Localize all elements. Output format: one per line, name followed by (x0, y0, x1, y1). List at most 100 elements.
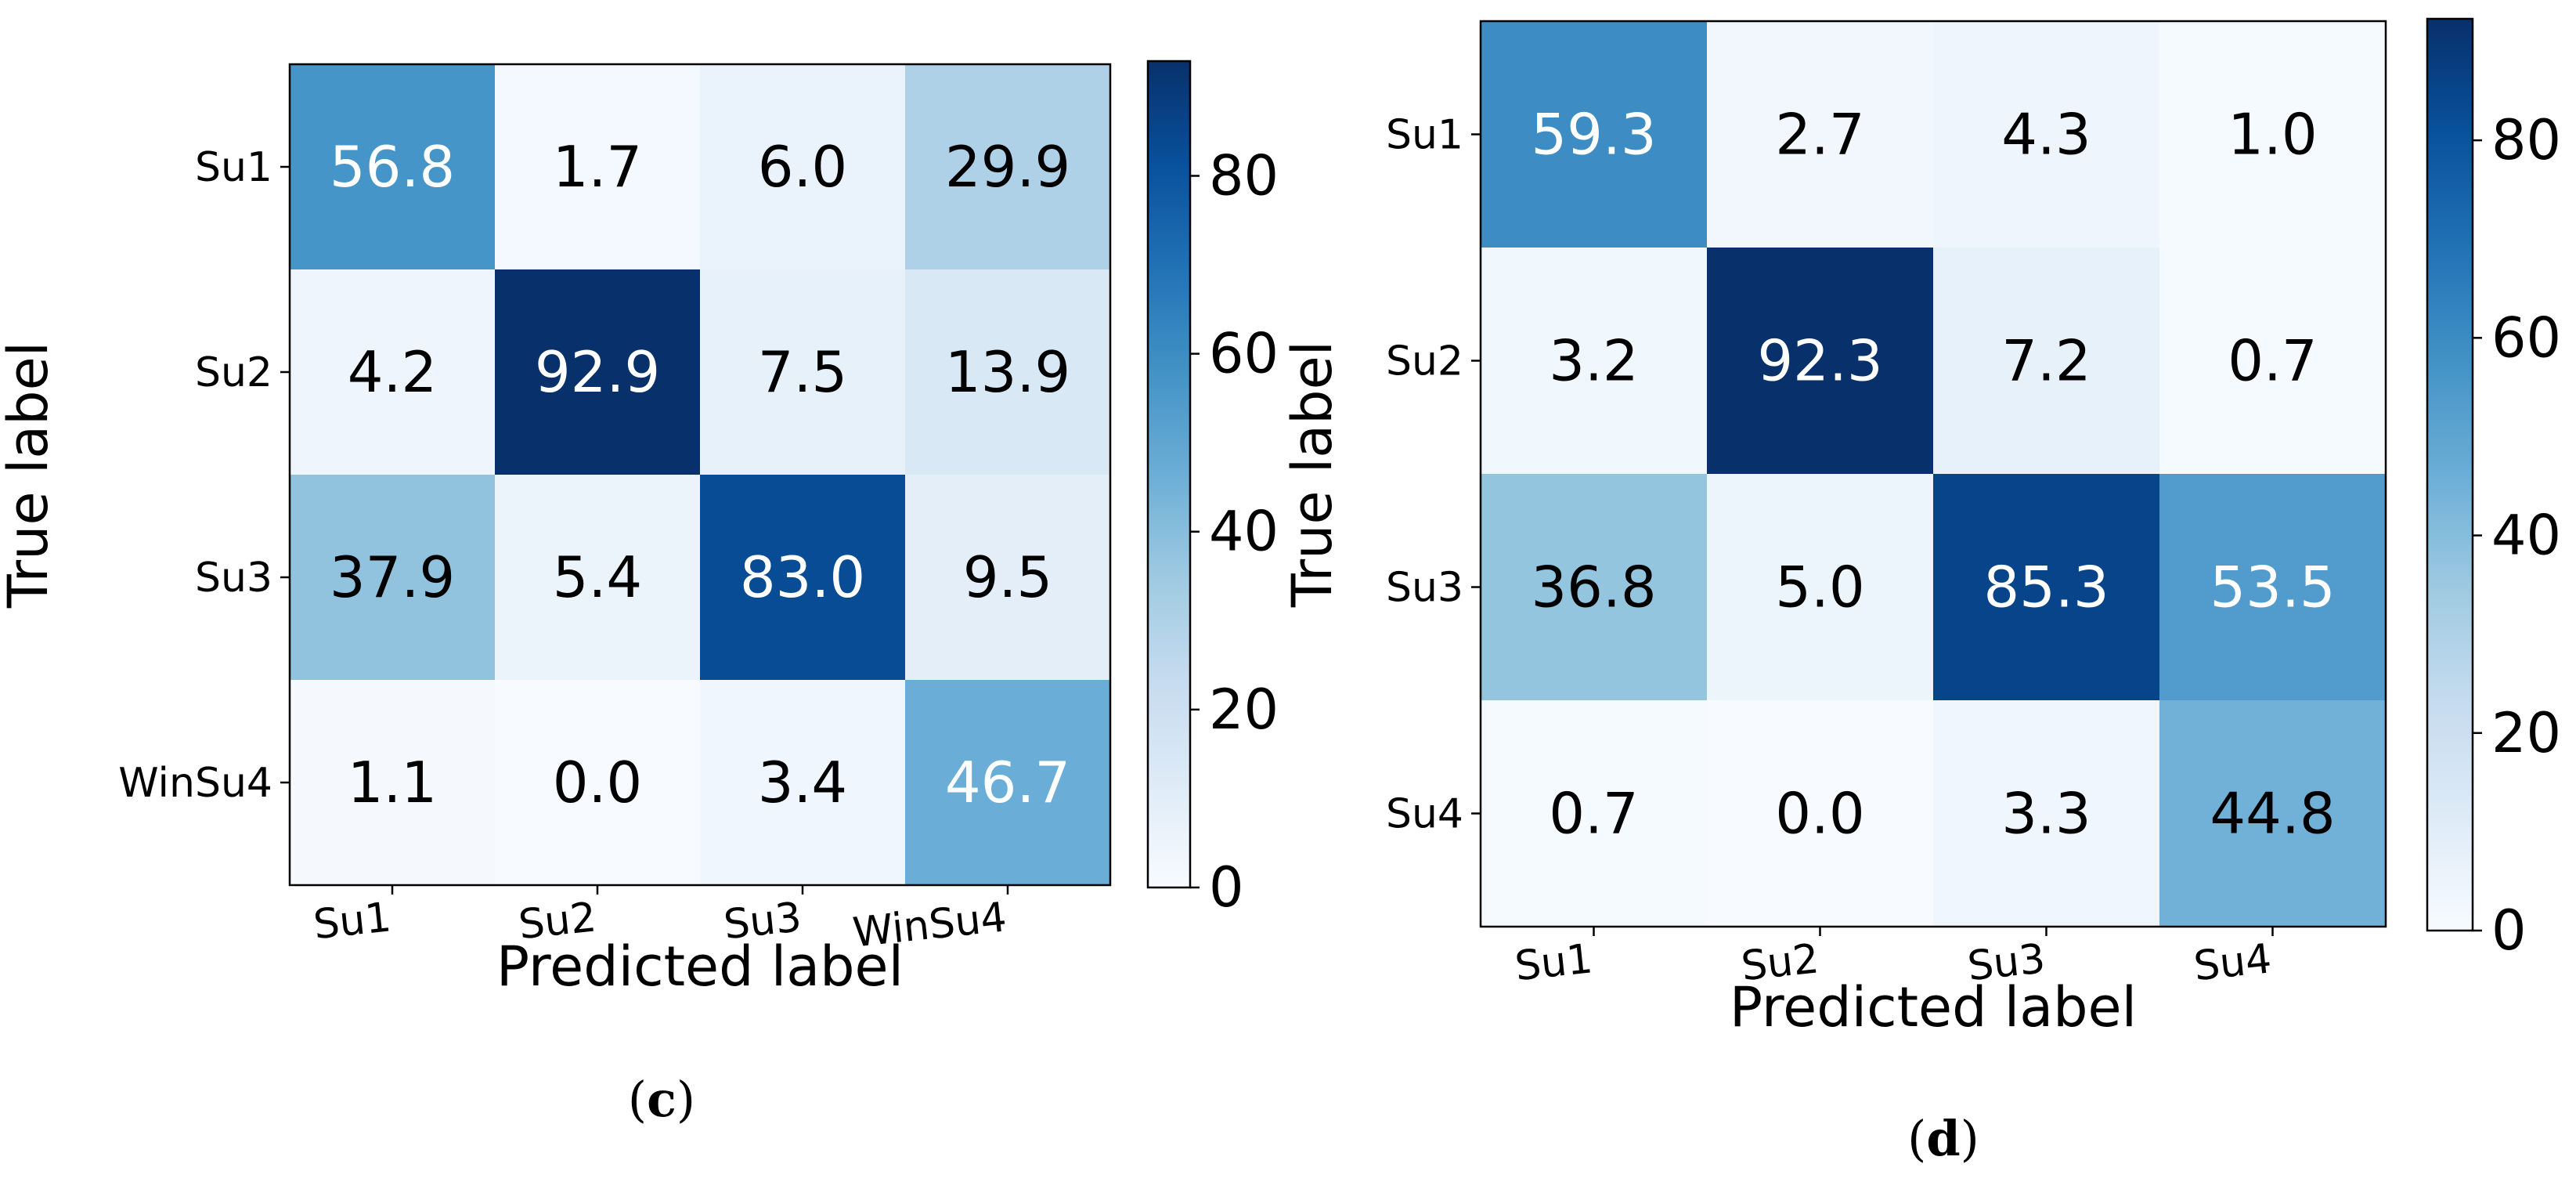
cell-value-label: 9.5 (963, 544, 1053, 610)
x-axis-label: Predicted label (1730, 975, 2137, 1039)
cell-value-label: 36.8 (1531, 555, 1656, 620)
cell-value-label: 0.0 (1775, 781, 1865, 847)
heatmap-cell (495, 269, 701, 475)
x-tick-label: Su1 (312, 894, 394, 949)
cell-value-label: 7.5 (758, 339, 848, 405)
y-tick-label: Su2 (1386, 338, 1463, 385)
colorbar-tick-label: 20 (2491, 701, 2561, 765)
cell-value-label: 83.0 (740, 544, 865, 610)
panel-caption: (c) (628, 1071, 695, 1128)
colorbar-tick-label: 40 (2491, 504, 2561, 568)
heatmap-cell (1481, 248, 1708, 475)
y-tick-label: Su4 (1386, 791, 1463, 838)
heatmap-cell (1707, 248, 1934, 475)
heatmap-cell (1481, 21, 1708, 248)
colorbar-tick-label: 40 (1209, 500, 1279, 564)
heatmap-cell (1481, 700, 1708, 927)
heatmap-cell (495, 64, 701, 270)
x-tick-label: Su3 (722, 894, 804, 949)
heatmap-cell (1933, 248, 2160, 475)
plot-frame (288, 63, 1112, 887)
cell-value-label: 4.3 (2001, 102, 2091, 168)
cell-value-label: 2.7 (1775, 102, 1865, 168)
y-tick-label: WinSu4 (118, 760, 272, 807)
heatmap-cell (1933, 21, 2160, 248)
cell-value-label: 6.0 (758, 134, 848, 200)
cell-value-label: 13.9 (945, 339, 1070, 405)
cell-value-label: 0.7 (2228, 328, 2318, 394)
x-tick-label: Su4 (2192, 935, 2274, 990)
colorbar (2426, 17, 2474, 932)
plot-frame (1479, 20, 2387, 928)
heatmap-cell (1707, 474, 1934, 701)
heatmap-cell (495, 475, 701, 681)
colorbar-tick-label: 80 (2491, 108, 2561, 172)
heatmap-cell (700, 64, 906, 270)
colorbar-tick-label: 80 (1209, 143, 1279, 208)
colorbar-tick-label: 20 (1209, 678, 1279, 742)
colorbar (1146, 60, 1192, 889)
cell-value-label: 3.3 (2001, 781, 2091, 847)
cell-value-label: 5.0 (1775, 555, 1865, 620)
cell-value-label: 44.8 (2210, 781, 2335, 847)
y-tick-label: Su1 (195, 144, 272, 191)
heatmap-cell (495, 680, 701, 886)
cell-value-label: 1.7 (553, 134, 643, 200)
cell-value-label: 53.5 (2210, 555, 2335, 620)
heatmap-cell (905, 475, 1111, 681)
cell-value-label: 1.0 (2228, 102, 2318, 168)
heatmap-cell (905, 64, 1111, 270)
cell-value-label: 0.7 (1549, 781, 1639, 847)
heatmap-cell (1707, 21, 1934, 248)
cell-value-label: 3.4 (758, 750, 848, 815)
colorbar-tick-label: 60 (2491, 305, 2561, 370)
heatmap-cell (2159, 248, 2387, 475)
y-tick-label: Su3 (1386, 565, 1463, 612)
y-tick-label: Su2 (195, 349, 272, 396)
heatmap-cell (290, 680, 496, 886)
cell-value-label: 7.2 (2001, 328, 2091, 394)
x-axis-label: Predicted label (496, 934, 904, 999)
cell-value-label: 3.2 (1549, 328, 1639, 394)
heatmap-cell (1933, 474, 2160, 701)
cell-value-label: 59.3 (1531, 102, 1656, 168)
heatmap-cell (2159, 700, 2387, 927)
heatmap-cell (905, 269, 1111, 475)
cell-value-label: 0.0 (553, 750, 643, 815)
y-tick-label: Su1 (1386, 112, 1463, 159)
heatmap-cell (1707, 700, 1934, 927)
cell-value-label: 4.2 (348, 339, 438, 405)
heatmap-cell (2159, 474, 2387, 701)
cell-value-label: 85.3 (1983, 555, 2109, 620)
heatmap-cell (290, 64, 496, 270)
cell-value-label: 92.3 (1757, 328, 1882, 394)
colorbar-tick-label: 0 (1209, 855, 1244, 920)
heatmap-cell (1481, 474, 1708, 701)
cell-value-label: 29.9 (945, 134, 1070, 200)
heatmap-cell (700, 680, 906, 886)
x-tick-label: Su2 (1739, 935, 1821, 990)
y-axis-label: True label (1280, 341, 1344, 608)
heatmap-cell (290, 269, 496, 475)
heatmap-cell (290, 475, 496, 681)
y-tick-label: Su3 (195, 555, 272, 602)
heatmap-cell (700, 269, 906, 475)
cell-value-label: 46.7 (945, 750, 1070, 815)
heatmap-cell (700, 475, 906, 681)
cell-value-label: 1.1 (348, 750, 438, 815)
panel-d: 59.3 2.7 4.3 1.0 3.2 92.3 7.2 0.7 36.8 5.0 85.3 53.… (1280, 17, 2561, 1167)
colorbar-tick-label: 0 (2491, 898, 2527, 963)
x-tick-label: Su2 (517, 894, 599, 949)
heatmap-cell (905, 680, 1111, 886)
cell-value-label: 56.8 (330, 134, 455, 200)
heatmap-cell (2159, 21, 2387, 248)
cell-value-label: 37.9 (330, 544, 455, 610)
colorbar-tick-label: 60 (1209, 322, 1279, 386)
x-tick-label: Su3 (1965, 935, 2047, 990)
y-axis-label: True label (0, 342, 60, 609)
panel-c: 56.8 1.7 6.0 29.9 4.2 92.9 7.5 13.9 37.9 5.4 83.0 9… (0, 60, 1279, 1128)
panel-caption: (d) (1907, 1110, 1979, 1167)
heatmap-cell (1933, 700, 2160, 927)
cell-value-label: 92.9 (535, 339, 660, 405)
